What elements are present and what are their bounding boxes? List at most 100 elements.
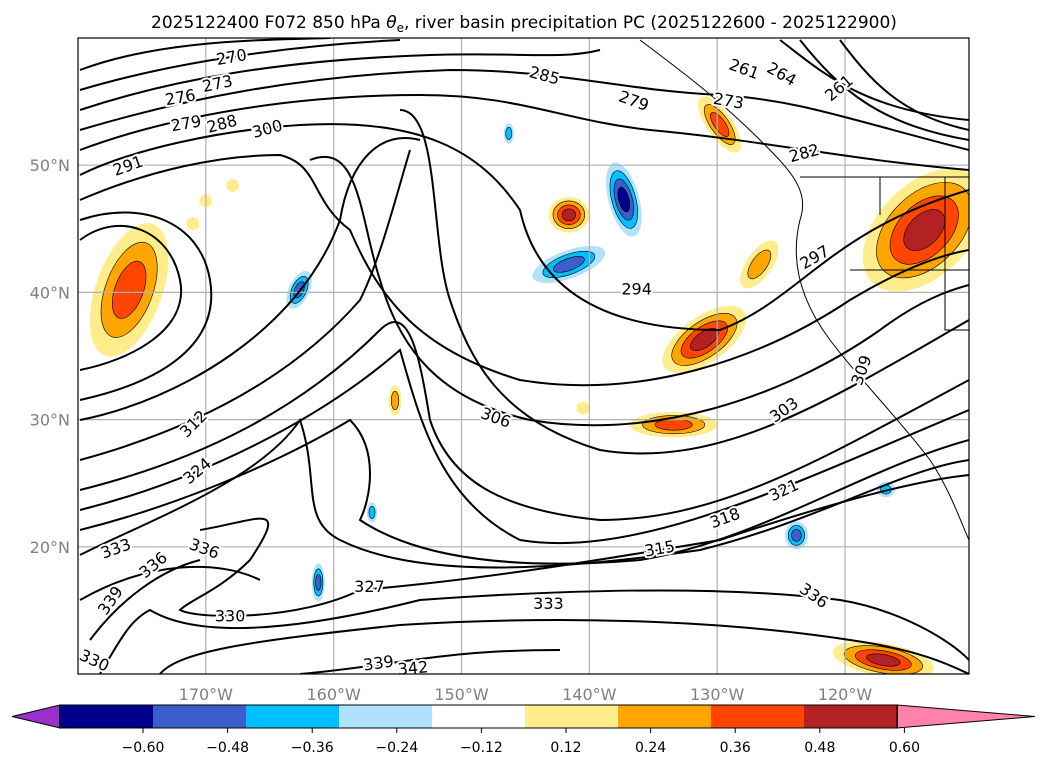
contour-line xyxy=(79,93,969,171)
precip-area xyxy=(315,573,322,591)
contour-line xyxy=(89,559,201,641)
colorbar-segment xyxy=(618,705,711,728)
colorbar-segment xyxy=(525,705,618,728)
contour-label: 336 xyxy=(796,579,832,612)
colorbar-tick-label: −0.60 xyxy=(122,740,165,756)
contour-label: 285 xyxy=(527,62,561,88)
precip-area xyxy=(576,401,590,415)
contour-label: 339 xyxy=(362,652,395,675)
colorbar-tick-label: −0.36 xyxy=(291,740,334,756)
contour-line xyxy=(779,39,969,141)
colorbar: −0.60 −0.48 −0.36 −0.24 −0.12 0.12 0.24 0.36 0.4… xyxy=(11,704,1036,756)
precip-area xyxy=(368,506,376,519)
colorbar-outline xyxy=(59,704,898,729)
contour-label: 327 xyxy=(354,577,385,596)
contour-line xyxy=(99,589,969,674)
contour-label: 279 xyxy=(616,87,651,115)
contour-label: 282 xyxy=(787,140,821,166)
lon-tick-label: 130°W xyxy=(690,685,745,704)
contour-label: 336 xyxy=(135,548,171,582)
title-subscript: e xyxy=(397,21,404,35)
chart-title: 2025122400 F072 850 hPa θe, river basin … xyxy=(151,13,897,35)
contour-label: 321 xyxy=(766,475,802,505)
colorbar-tick-label: 0.12 xyxy=(550,740,581,756)
precip-area xyxy=(505,126,513,140)
contour-label: 276 xyxy=(164,85,197,109)
lon-tick-label: 160°W xyxy=(306,685,361,704)
precip-area xyxy=(111,260,147,319)
lon-tick-label: 150°W xyxy=(434,685,489,704)
contour-label: 279 xyxy=(169,111,202,135)
precip-area xyxy=(903,209,946,251)
precip-area xyxy=(617,186,631,213)
lat-tick-label: 30°N xyxy=(30,411,70,430)
contour-line xyxy=(79,153,969,387)
contour-line xyxy=(178,474,969,617)
contour-label: 300 xyxy=(250,116,284,142)
contour-line xyxy=(79,418,969,565)
precip-area xyxy=(390,391,400,410)
contour-label: 318 xyxy=(707,504,742,532)
contour-label: 309 xyxy=(847,353,875,388)
contour-line xyxy=(79,565,261,601)
precip-area xyxy=(553,256,585,273)
coastline xyxy=(639,39,969,541)
state-borders xyxy=(800,176,969,331)
contour-label: 291 xyxy=(110,152,145,180)
contour-label: 261 xyxy=(727,55,762,83)
contour-line xyxy=(309,156,969,427)
lat-tick-label: 20°N xyxy=(30,538,70,557)
contour-label: 339 xyxy=(94,583,127,619)
contour-label: 270 xyxy=(215,45,248,69)
colorbar-extend-low xyxy=(11,704,61,729)
axis-ticks: 170°W 160°W 150°W 140°W 130°W 120°W 50°N 40°N 30… xyxy=(30,156,873,704)
contour-line xyxy=(159,619,969,674)
contour-label: 330 xyxy=(215,606,246,625)
colorbar-tick-label: 0.24 xyxy=(635,740,666,756)
contour-label: 297 xyxy=(797,241,833,273)
contour-label: 315 xyxy=(643,537,676,561)
contour-line xyxy=(79,39,401,91)
contour-line xyxy=(79,321,969,522)
theta-e-contours xyxy=(79,38,969,674)
precip-area xyxy=(710,112,730,137)
contour-line xyxy=(399,109,969,455)
contour-line xyxy=(79,348,969,545)
colorbar-tick-label: 0.36 xyxy=(720,740,751,756)
precip-area xyxy=(747,249,772,280)
contour-label: 336 xyxy=(187,534,222,562)
colorbar-extend-high xyxy=(896,704,1036,729)
contour-line xyxy=(79,49,601,111)
title-theta: θ xyxy=(386,13,397,33)
contour-label: 333 xyxy=(98,534,133,562)
precip-area xyxy=(866,653,901,667)
contour-label: 333 xyxy=(533,594,564,613)
colorbar-segment xyxy=(153,705,246,728)
contour-label: 342 xyxy=(397,657,429,679)
contour-line xyxy=(79,137,421,421)
contour-label: 324 xyxy=(179,454,215,488)
precip-area xyxy=(561,208,576,222)
colorbar-tick-label: −0.48 xyxy=(206,740,249,756)
colorbar-tick-label: −0.12 xyxy=(460,740,503,756)
colorbar-segment xyxy=(60,705,153,728)
colorbar-segment xyxy=(804,705,897,728)
lat-tick-label: 40°N xyxy=(30,283,70,302)
contour-label: 306 xyxy=(478,403,513,431)
colorbar-tick-label: 0.60 xyxy=(889,740,920,756)
contour-label: 303 xyxy=(766,393,802,426)
lon-tick-label: 170°W xyxy=(179,685,234,704)
contour-line xyxy=(79,149,411,461)
contour-label: 330 xyxy=(77,645,113,675)
contour-label: 294 xyxy=(621,280,652,299)
map-frame xyxy=(77,37,970,675)
lat-tick-label: 50°N xyxy=(30,156,70,175)
colorbar-tick-label: 0.48 xyxy=(804,740,835,756)
contour-line xyxy=(79,68,969,151)
precip-layer xyxy=(89,96,969,674)
title-prefix: 2025122400 F072 850 hPa xyxy=(151,13,386,33)
colorbar-segment xyxy=(246,705,339,728)
